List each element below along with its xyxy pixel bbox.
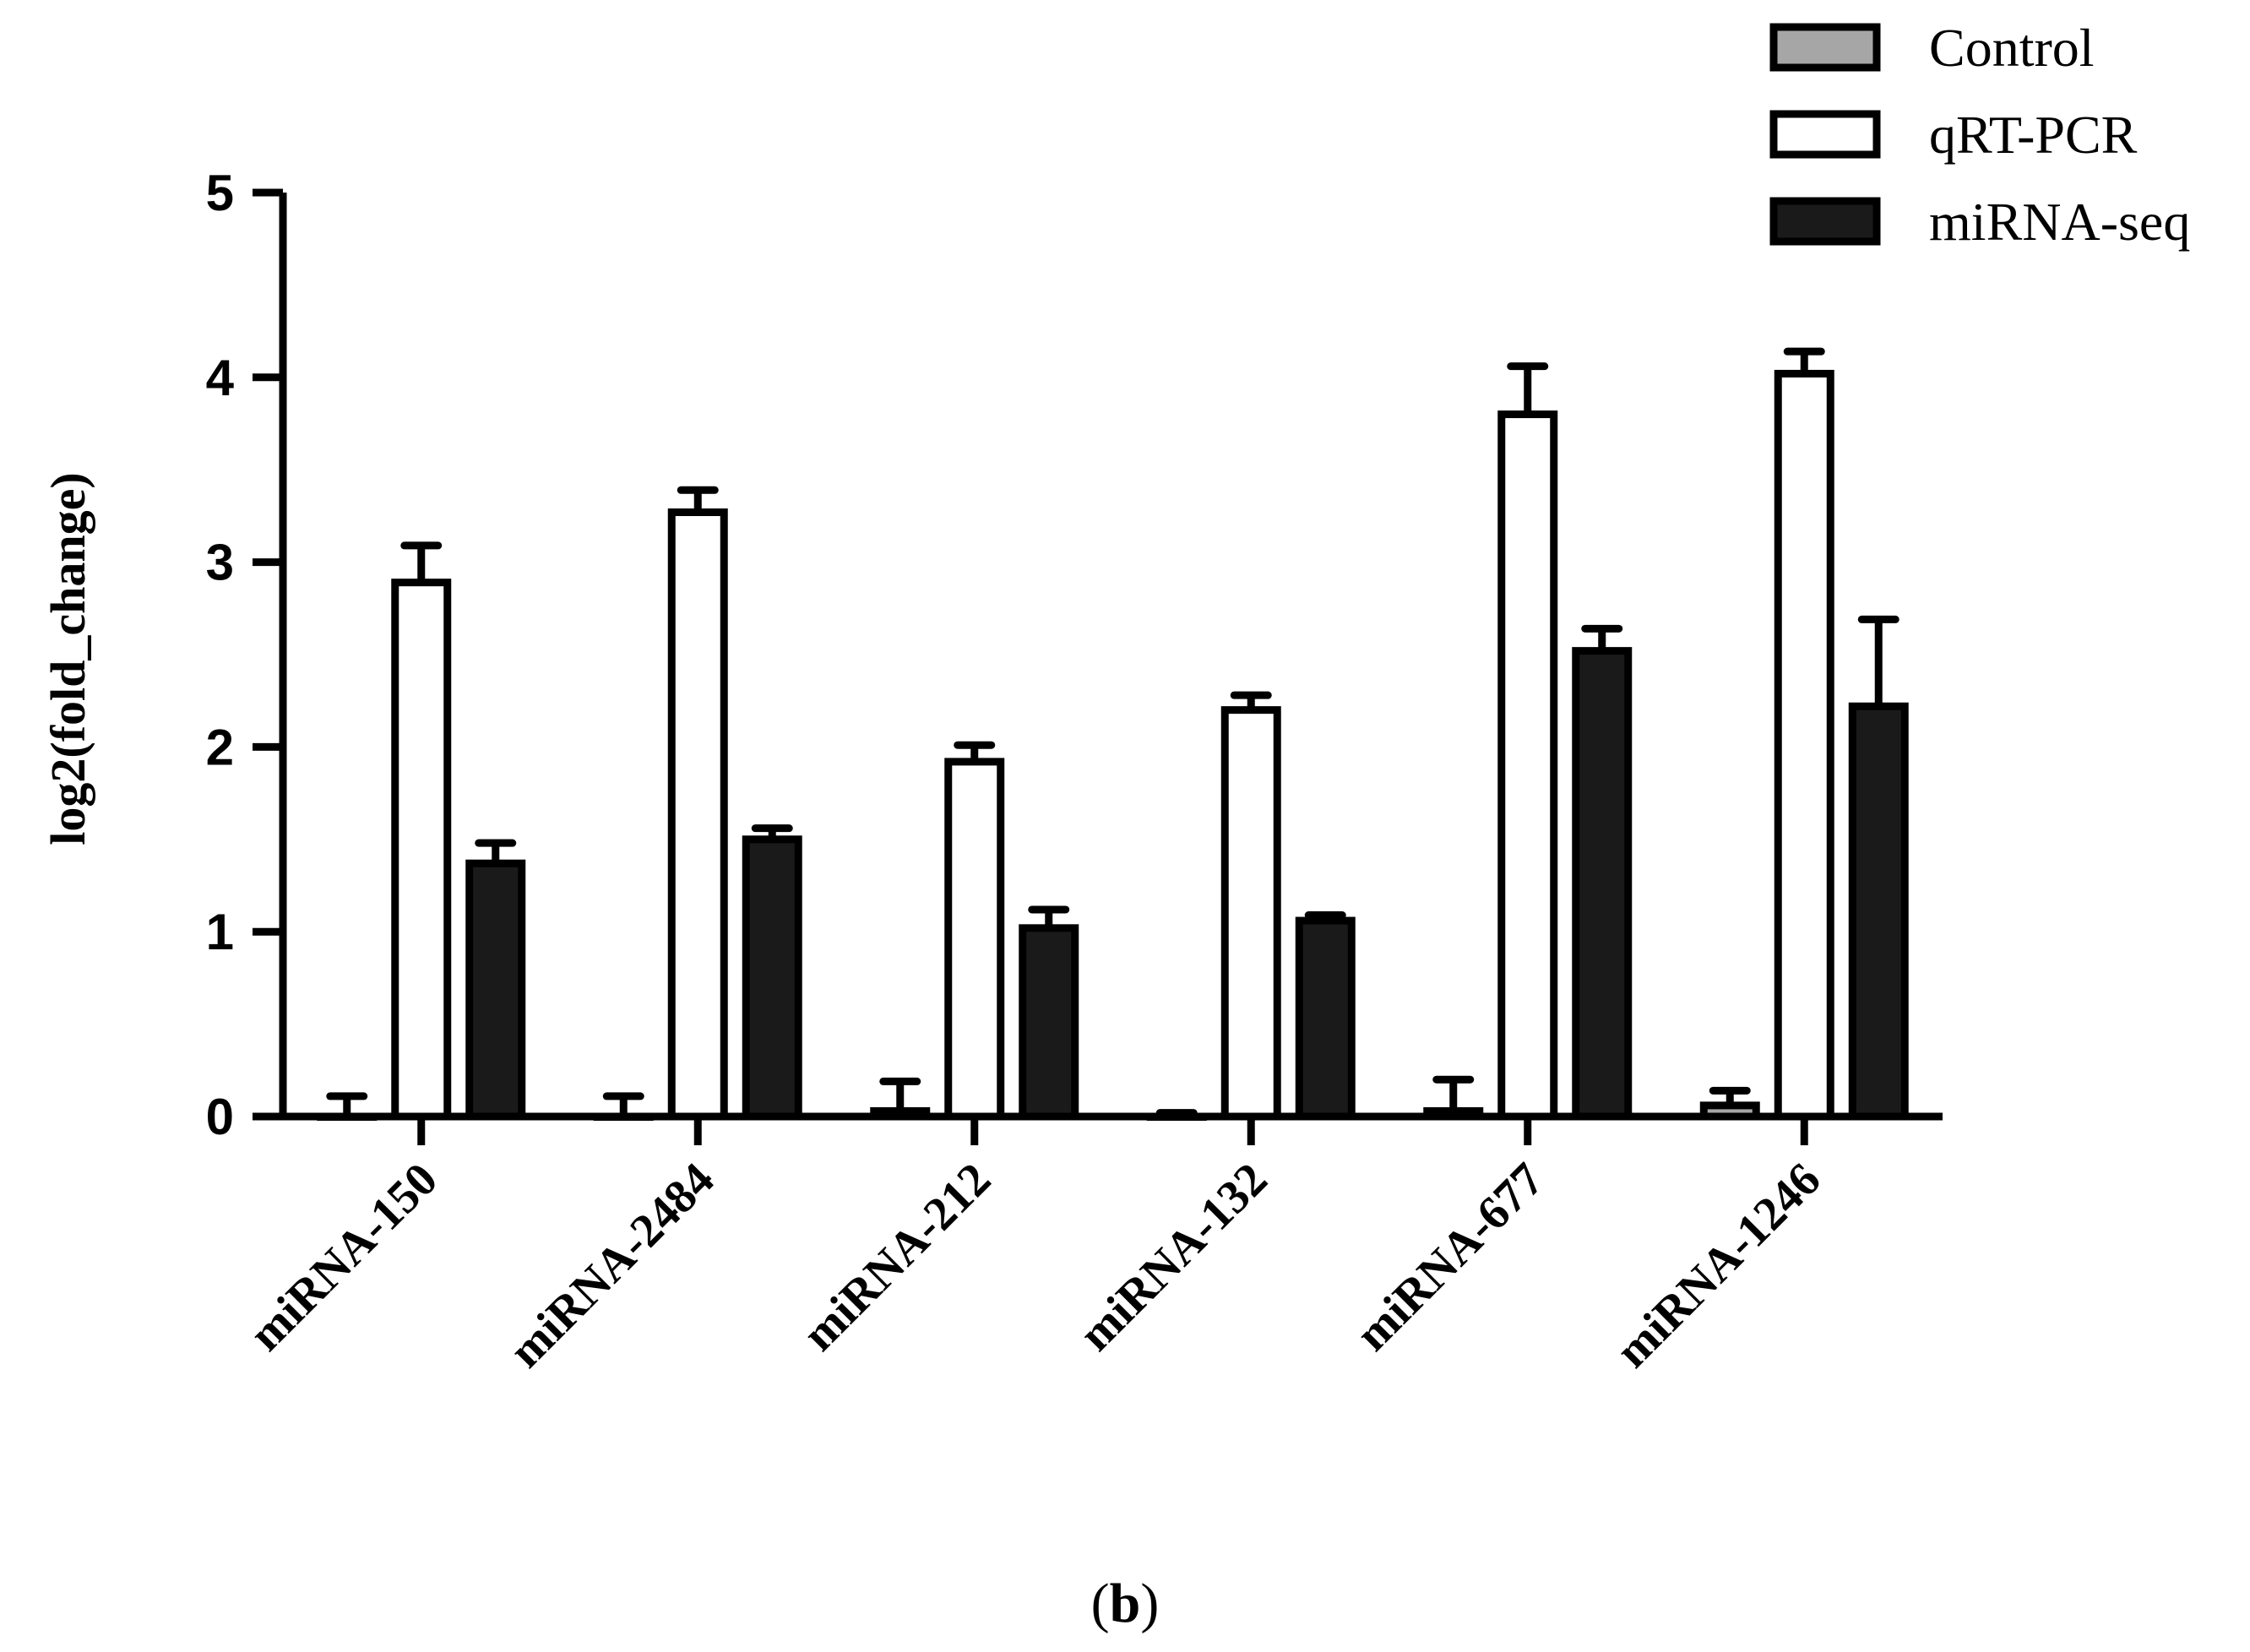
bar-qrt-pcr-mirna-677 [1497, 410, 1558, 1121]
legend-label: qRT-PCR [1929, 105, 2138, 165]
bar-qrt-pcr-mirna-212 [944, 758, 1005, 1121]
axes-layer [253, 188, 1943, 1145]
y-axis-label: log2(fold_change) [41, 472, 95, 845]
x-tick-label: miRNA-1246 [1606, 1153, 1830, 1378]
y-tick-label: 4 [206, 350, 235, 406]
x-tick-label: miRNA-150 [240, 1153, 448, 1361]
bar-qrt-pcr-mirna-132 [1220, 706, 1281, 1121]
y-tick-label: 5 [206, 165, 234, 221]
legend-swatch-qrt-pcr [1769, 110, 1881, 159]
category-labels-layer: miRNA-150 miRNA-2484 miRNA-212 miRNA-132 miR… [240, 1153, 1831, 1378]
bar-mirna-seq-mirna-212 [1019, 924, 1079, 1121]
y-tick-label: 3 [206, 535, 234, 591]
y-tick-label: 0 [206, 1089, 234, 1145]
bar-mirna-seq-mirna-1246 [1848, 702, 1909, 1121]
bar-qrt-pcr-mirna-1246 [1774, 369, 1834, 1121]
legend-label: Control [1929, 18, 2095, 78]
error-bars-layer [326, 347, 1899, 1117]
bar-qrt-pcr-mirna-2484 [667, 508, 728, 1121]
bar-mirna-seq-mirna-677 [1572, 647, 1633, 1121]
bars-layer [317, 369, 1909, 1121]
legend: Control qRT-PCR miRNA-seq [1769, 18, 2190, 252]
y-tick-label: 1 [206, 904, 234, 960]
legend-swatch-control [1769, 23, 1881, 72]
tick-labels-layer: 0 1 2 3 4 5 [206, 165, 235, 1145]
bar-mirna-seq-mirna-132 [1295, 916, 1356, 1121]
y-tick-label: 2 [206, 719, 234, 775]
panel-label: (b) [1091, 1573, 1160, 1634]
bar-mirna-seq-mirna-150 [465, 859, 526, 1121]
bar-qrt-pcr-mirna-150 [391, 579, 452, 1121]
x-tick-label: miRNA-212 [793, 1153, 1001, 1361]
x-tick-label: miRNA-677 [1346, 1153, 1554, 1361]
panel-label-letter: b [1110, 1573, 1141, 1634]
x-tick-label: miRNA-132 [1069, 1153, 1277, 1361]
bar-mirna-seq-mirna-2484 [742, 835, 802, 1121]
panel-label-open-paren: ( [1091, 1573, 1110, 1634]
legend-label: miRNA-seq [1929, 192, 2190, 252]
legend-swatch-mirna-seq [1769, 197, 1881, 246]
x-tick-label: miRNA-2484 [499, 1153, 724, 1378]
panel-label-close-paren: ) [1140, 1573, 1159, 1634]
